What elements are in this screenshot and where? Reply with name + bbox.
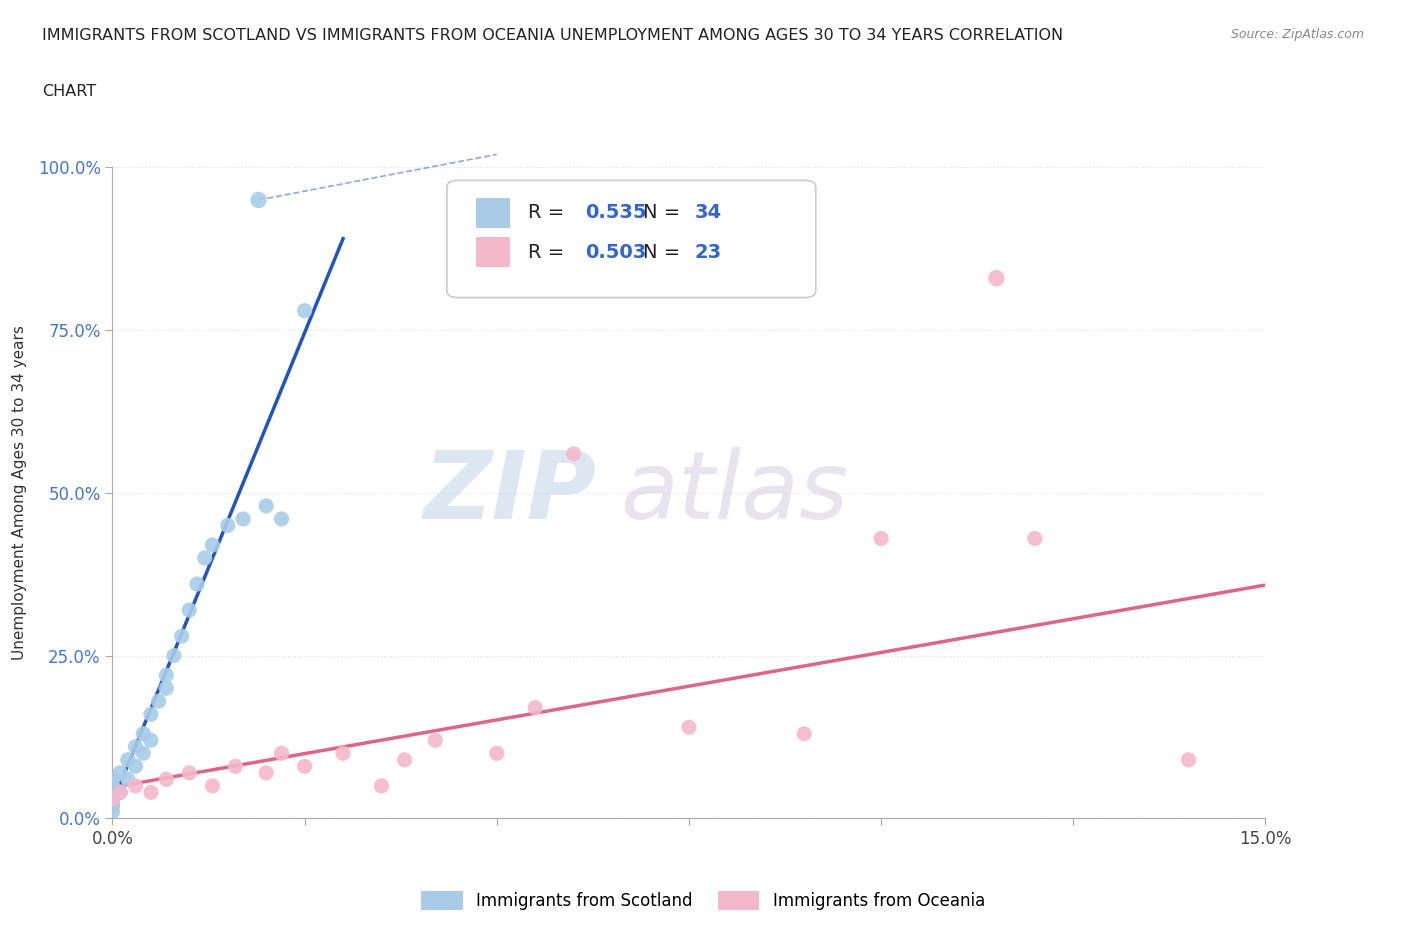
Point bbox=[186, 577, 208, 591]
Text: atlas: atlas bbox=[620, 447, 848, 538]
Point bbox=[247, 193, 270, 207]
Text: 0.503: 0.503 bbox=[585, 243, 647, 261]
Text: CHART: CHART bbox=[42, 84, 96, 99]
Point bbox=[201, 778, 224, 793]
Point bbox=[124, 739, 146, 754]
Point bbox=[101, 778, 124, 793]
Point bbox=[101, 798, 124, 813]
Point bbox=[101, 791, 124, 806]
Text: 0.535: 0.535 bbox=[585, 204, 647, 222]
Point bbox=[294, 759, 316, 774]
Point bbox=[179, 603, 201, 618]
Point bbox=[179, 765, 201, 780]
Point bbox=[101, 804, 124, 819]
Point bbox=[101, 778, 124, 793]
Point bbox=[232, 512, 254, 526]
Point bbox=[139, 707, 162, 722]
Text: R =: R = bbox=[527, 204, 569, 222]
Text: R =: R = bbox=[527, 243, 569, 261]
Point bbox=[394, 752, 416, 767]
Point bbox=[270, 746, 292, 761]
Point bbox=[101, 785, 124, 800]
Point bbox=[1177, 752, 1199, 767]
Point bbox=[793, 726, 815, 741]
FancyBboxPatch shape bbox=[475, 237, 510, 267]
Point bbox=[155, 681, 177, 696]
Point bbox=[132, 726, 155, 741]
Point bbox=[370, 778, 392, 793]
Point bbox=[101, 772, 124, 787]
Point bbox=[108, 785, 131, 800]
Point bbox=[678, 720, 700, 735]
Point bbox=[294, 303, 316, 318]
Point bbox=[139, 733, 162, 748]
Text: N =: N = bbox=[643, 204, 686, 222]
Point bbox=[139, 785, 162, 800]
Point bbox=[155, 772, 177, 787]
Point bbox=[108, 765, 131, 780]
Point bbox=[332, 746, 354, 761]
Point bbox=[524, 700, 547, 715]
Point bbox=[485, 746, 508, 761]
Y-axis label: Unemployment Among Ages 30 to 34 years: Unemployment Among Ages 30 to 34 years bbox=[11, 326, 27, 660]
Point bbox=[254, 765, 277, 780]
Legend: Immigrants from Scotland, Immigrants from Oceania: Immigrants from Scotland, Immigrants fro… bbox=[415, 884, 991, 917]
Point bbox=[986, 271, 1008, 286]
Point bbox=[124, 759, 146, 774]
Point bbox=[270, 512, 292, 526]
Point bbox=[217, 518, 239, 533]
Point bbox=[101, 785, 124, 800]
Point bbox=[101, 791, 124, 806]
Text: IMMIGRANTS FROM SCOTLAND VS IMMIGRANTS FROM OCEANIA UNEMPLOYMENT AMONG AGES 30 T: IMMIGRANTS FROM SCOTLAND VS IMMIGRANTS F… bbox=[42, 28, 1063, 43]
Point bbox=[163, 648, 186, 663]
Point bbox=[562, 446, 585, 461]
Point bbox=[101, 798, 124, 813]
Point bbox=[155, 668, 177, 683]
Point bbox=[425, 733, 447, 748]
Point bbox=[170, 629, 193, 644]
Point bbox=[117, 772, 139, 787]
Point bbox=[117, 752, 139, 767]
Point bbox=[224, 759, 246, 774]
Text: N =: N = bbox=[643, 243, 686, 261]
Point bbox=[254, 498, 277, 513]
Point bbox=[194, 551, 217, 565]
Point bbox=[201, 538, 224, 552]
Point bbox=[1024, 531, 1046, 546]
Text: 23: 23 bbox=[695, 243, 721, 261]
Text: Source: ZipAtlas.com: Source: ZipAtlas.com bbox=[1230, 28, 1364, 41]
Point bbox=[108, 785, 131, 800]
Point bbox=[132, 746, 155, 761]
FancyBboxPatch shape bbox=[475, 198, 510, 228]
Text: ZIP: ZIP bbox=[423, 447, 596, 538]
Text: 34: 34 bbox=[695, 204, 721, 222]
Point bbox=[101, 791, 124, 806]
FancyBboxPatch shape bbox=[447, 180, 815, 298]
Point bbox=[870, 531, 893, 546]
Point bbox=[124, 778, 146, 793]
Point bbox=[148, 694, 170, 709]
